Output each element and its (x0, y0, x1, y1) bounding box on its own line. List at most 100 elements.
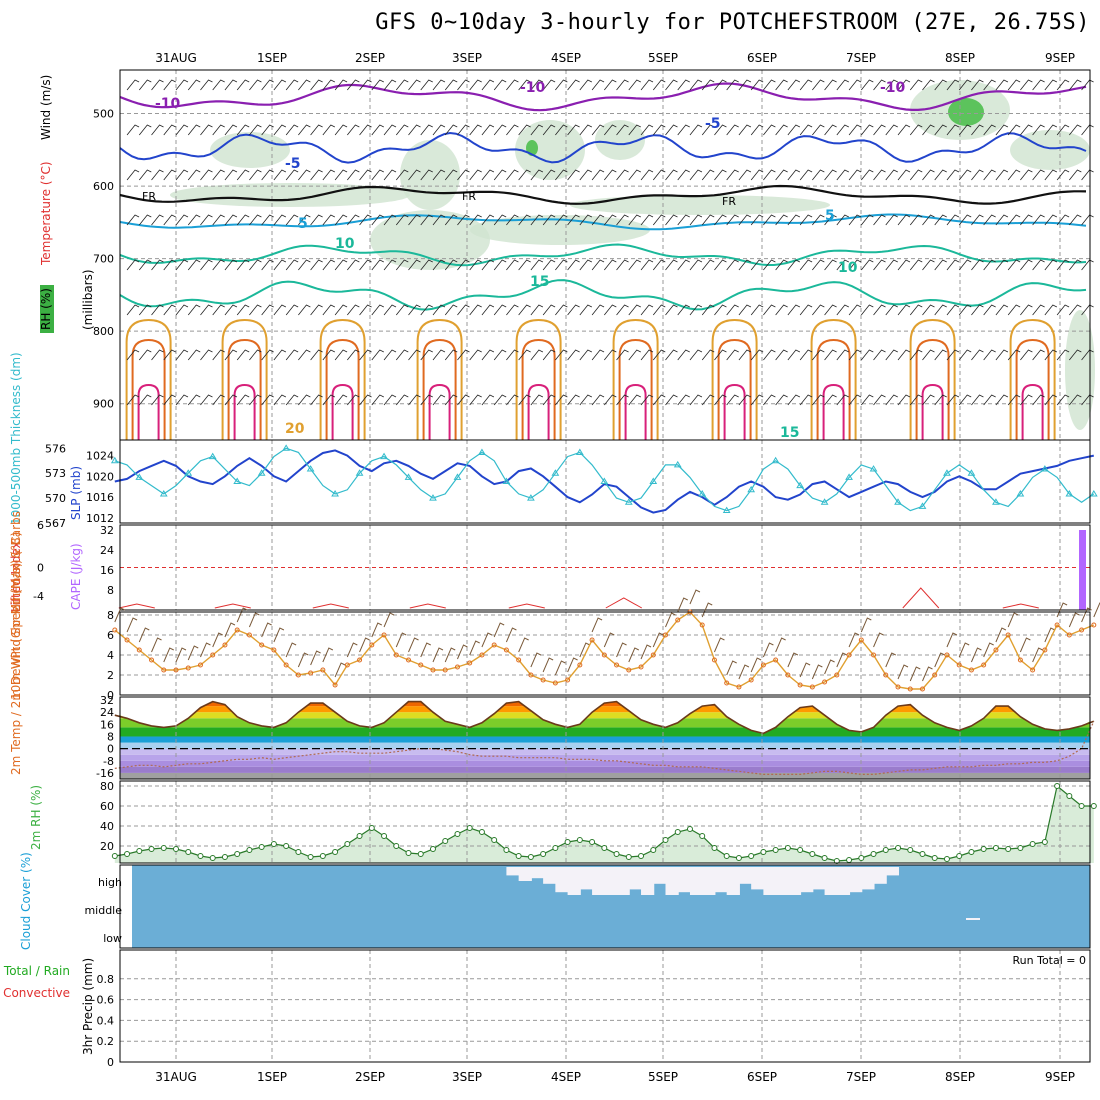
ua-barb-65-4 (909, 259, 923, 271)
ua-barb-67-3 (934, 214, 947, 226)
ua-barb-74-2 (1020, 169, 1033, 181)
ua-barb-6-0 (187, 79, 201, 91)
li-bump-4 (508, 603, 545, 609)
ua-barb-1-3 (126, 214, 140, 226)
wind-point-29 (467, 660, 473, 666)
ua-barb-42-0 (628, 79, 641, 91)
ua-barb-71-2 (983, 169, 996, 181)
ua-barb-63-4 (885, 259, 898, 271)
ua-barb-20-3 (359, 214, 372, 226)
rh-shade-2 (515, 120, 585, 180)
wind-point-1 (124, 637, 130, 643)
ua-barb-26-6 (432, 349, 446, 361)
rh-point-49 (711, 845, 718, 851)
rh-point-70 (968, 849, 975, 855)
ua-barb-62-3 (873, 214, 886, 226)
rh-area (114, 786, 1094, 863)
ua-barb-78-7 (1069, 394, 1082, 406)
wind-barb-20 (359, 637, 370, 653)
wind-barb-41 (616, 642, 627, 658)
rh-ytick-2: 60 (100, 800, 114, 813)
ua-barb-34-4 (530, 259, 544, 271)
wind-barb-15 (297, 652, 309, 668)
ua-barb-70-0 (971, 79, 984, 91)
date-bottom-1: 1SEP (257, 1070, 287, 1084)
precip-ytick-3: 0.6 (97, 994, 115, 1007)
ua-barb-15-3 (298, 214, 311, 226)
ua-barb-50-2 (726, 169, 739, 181)
slp-tick-1: 1016 (86, 491, 114, 504)
ua-barb-52-4 (750, 259, 764, 271)
ua-barb-8-2 (212, 169, 225, 181)
ua-barb-2-1 (138, 124, 152, 136)
ua-barb-66-6 (922, 349, 935, 361)
ua-barb-14-2 (285, 169, 299, 181)
ua-barb-9-7 (224, 394, 238, 406)
li-bump-0 (118, 603, 155, 609)
ua-barb-74-0 (1020, 79, 1033, 91)
wd-frame (119, 611, 1091, 696)
ua-barb-31-4 (493, 259, 507, 271)
ua-barb-34-2 (530, 169, 544, 181)
ua-barb-28-6 (457, 349, 470, 361)
ua-barb-69-7 (958, 394, 972, 406)
ua-barb-20-4 (359, 259, 372, 271)
surface-loop-4-0 (515, 318, 562, 440)
cape-ylabel: CAPE (J/kg) (69, 543, 83, 610)
ua-barb-58-5 (824, 304, 837, 316)
ua-barb-7-0 (200, 79, 213, 91)
isotherm-label-1: -10 (520, 80, 546, 96)
ua-barb-22-0 (383, 79, 397, 91)
ua-barb-29-7 (469, 394, 482, 406)
ua-barb-41-5 (616, 304, 629, 316)
ua-barb-5-5 (175, 304, 189, 316)
cape-tick-2: 24 (100, 544, 114, 557)
ua-barb-50-1 (726, 124, 739, 136)
date-top-0: 31AUG (155, 51, 197, 65)
ua-barb-77-1 (1056, 124, 1070, 136)
ua-barb-25-0 (420, 79, 433, 91)
wind-point-63 (883, 672, 889, 678)
ua-barb-65-0 (909, 79, 923, 91)
isotherm-minus10 (119, 82, 1087, 112)
ua-barb-10-1 (236, 124, 250, 136)
thickness-marker-4 (159, 489, 168, 497)
ua-barb-30-1 (481, 124, 495, 136)
temp-band-5 (120, 742, 1090, 749)
ua-barb-78-4 (1069, 259, 1082, 271)
wind-barb-50 (726, 660, 737, 676)
ua-barb-35-4 (542, 259, 556, 271)
thickness-marker-16 (306, 465, 315, 472)
ua-barb-27-1 (444, 124, 458, 136)
date-top-8: 8SEP (945, 51, 975, 65)
ua-barb-56-7 (799, 394, 813, 406)
ua-barb-76-3 (1044, 214, 1058, 226)
isotherm-minus5 (119, 131, 1087, 164)
ua-barb-23-6 (395, 349, 409, 361)
ua-barb-5-2 (175, 169, 189, 181)
ua-barb-42-6 (628, 349, 641, 361)
ua-barb-41-0 (616, 79, 629, 91)
rh-point-74 (1017, 845, 1024, 851)
ua-barb-61-5 (860, 304, 874, 316)
ua-barb-50-7 (726, 394, 739, 406)
ua-barb-78-6 (1069, 349, 1082, 361)
ua-barb-73-4 (1007, 259, 1021, 271)
ua-barb-40-5 (604, 304, 617, 316)
ua-barb-63-2 (885, 169, 898, 181)
thickness-tick-3: 576 (45, 442, 66, 455)
ua-barb-58-2 (824, 169, 837, 181)
ua-barb-60-4 (848, 259, 862, 271)
ua-barb-64-6 (897, 349, 911, 361)
ua-barb-28-5 (457, 304, 470, 316)
ua-barb-30-2 (481, 169, 495, 181)
wind-point-74 (1017, 657, 1023, 663)
ua-barb-60-3 (848, 214, 862, 226)
ua-barb-13-2 (273, 169, 287, 181)
rh-point-61 (858, 855, 865, 861)
wind-barb-74 (1019, 637, 1031, 653)
ua-barb-30-3 (481, 214, 495, 226)
ua-ytick-1: 600 (93, 180, 114, 193)
ua-barb-77-5 (1056, 304, 1070, 316)
